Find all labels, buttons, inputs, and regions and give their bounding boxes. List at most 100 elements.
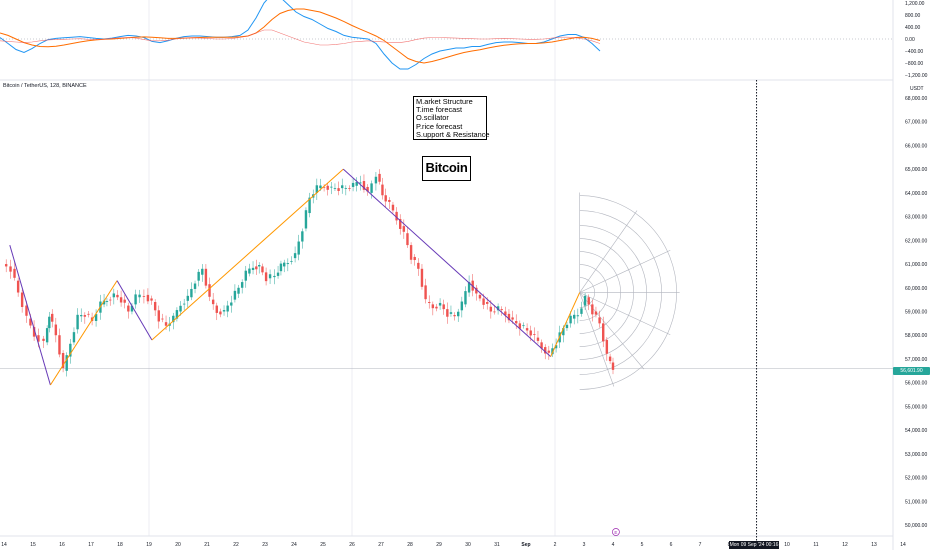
candle-body xyxy=(391,204,395,211)
candle-body xyxy=(102,300,106,305)
zigzag-structure xyxy=(9,168,581,386)
time-tick-label: 20 xyxy=(175,542,181,548)
candle-body xyxy=(219,311,222,315)
candle-body xyxy=(138,294,141,298)
time-tick-label: 19 xyxy=(146,542,152,548)
candle-body xyxy=(261,266,264,273)
candle-body xyxy=(562,328,565,336)
candle-body xyxy=(493,311,496,313)
candle-body xyxy=(370,183,373,193)
note-price-forecast: P.rice forecast xyxy=(416,121,463,131)
candle-body xyxy=(591,304,594,315)
fan-ray xyxy=(579,249,671,293)
candle-body xyxy=(428,302,431,303)
candle-body xyxy=(301,231,304,242)
candle-body xyxy=(69,343,72,357)
time-tick-label: 17 xyxy=(88,542,94,548)
candle-body xyxy=(54,324,58,336)
event-marker-icon[interactable] xyxy=(612,528,620,536)
candle-body xyxy=(116,294,119,298)
zigzag-segment xyxy=(342,168,551,357)
candle-body xyxy=(61,353,65,368)
oscillator-tick-label: 400.00 xyxy=(905,25,921,31)
candle-body xyxy=(598,317,601,324)
candle-body xyxy=(587,297,590,305)
candle-body xyxy=(573,314,576,319)
zigzag-segment xyxy=(151,168,344,341)
candle-body xyxy=(330,186,333,188)
price-tick-label: 65,000.00 xyxy=(905,167,927,173)
candle-body xyxy=(384,195,387,202)
candle-body xyxy=(467,282,471,293)
candle-body xyxy=(438,302,442,306)
candle-body xyxy=(286,263,290,265)
candle-body xyxy=(297,241,300,255)
legend-notes-box: M.arket Structure T.ime forecast O.scill… xyxy=(413,96,490,140)
candle-body xyxy=(109,299,112,301)
zigzag-segment xyxy=(116,280,153,341)
candle-body xyxy=(201,268,204,275)
symbol-title: Bitcoin / TetherUS, 128, BINANCE xyxy=(3,83,87,89)
candle-body xyxy=(544,347,547,354)
note-oscillator: O.scillator xyxy=(416,113,449,123)
crosshair-time-label: Mon 09 Sep '24 00:16 xyxy=(729,541,779,549)
candle-body xyxy=(37,335,40,342)
time-tick-label: 7 xyxy=(699,542,702,548)
candle-body xyxy=(482,298,485,305)
time-tick-label: 25 xyxy=(320,542,326,548)
candle-body xyxy=(341,185,344,189)
candle-body xyxy=(536,337,540,341)
candle-body xyxy=(58,335,61,355)
time-tick-label: 21 xyxy=(204,542,210,548)
price-tick-label: 51,000.00 xyxy=(905,499,927,505)
candle-body xyxy=(608,356,612,362)
time-tick-label: 2 xyxy=(554,542,557,548)
candle-body xyxy=(540,342,543,349)
time-tick-label: 15 xyxy=(30,542,36,548)
candle-body xyxy=(417,262,420,269)
chart-title-box: Bitcoin xyxy=(422,156,471,181)
zigzag-segment xyxy=(9,244,51,386)
candle-body xyxy=(464,291,467,305)
candle-body xyxy=(175,310,179,319)
candle-body xyxy=(551,348,554,355)
price-tick-label: 54,000.00 xyxy=(905,428,927,434)
candle-body xyxy=(529,330,532,336)
time-tick-label: 18 xyxy=(117,542,123,548)
candle-body xyxy=(308,197,311,214)
candle-body xyxy=(475,287,478,294)
candle-body xyxy=(594,311,598,315)
candle-body xyxy=(283,262,286,267)
candle-body xyxy=(511,317,514,320)
price-tick-label: 66,000.00 xyxy=(905,143,927,149)
candle-body xyxy=(565,324,569,329)
candle-body xyxy=(602,323,605,342)
candle-body xyxy=(515,320,518,324)
time-tick-label: 4 xyxy=(612,542,615,548)
candle-body xyxy=(204,268,208,286)
candle-body xyxy=(226,305,229,312)
candle-body xyxy=(150,298,153,301)
price-tick-label: 50,000.00 xyxy=(905,523,927,529)
oscillator-tick-label: 800.00 xyxy=(905,13,921,19)
time-tick-label: 14 xyxy=(1,542,7,548)
oscillator-tick-label: −800.00 xyxy=(905,61,923,67)
time-tick-label: 29 xyxy=(436,542,442,548)
candle-body xyxy=(255,266,258,270)
candle-body xyxy=(362,181,366,190)
candle-body xyxy=(348,188,351,189)
time-tick-label: 28 xyxy=(407,542,413,548)
time-tick-label: 12 xyxy=(842,542,848,548)
candle-body xyxy=(179,305,182,312)
candle-body xyxy=(478,294,482,299)
grid-lines xyxy=(0,0,894,550)
candle-body xyxy=(29,318,32,326)
price-tick-label: 56,000.00 xyxy=(905,381,927,387)
time-tick-label: 14 xyxy=(900,542,906,548)
candle-body xyxy=(449,312,453,314)
price-tick-label: 52,000.00 xyxy=(905,476,927,482)
candle-body xyxy=(240,282,244,288)
